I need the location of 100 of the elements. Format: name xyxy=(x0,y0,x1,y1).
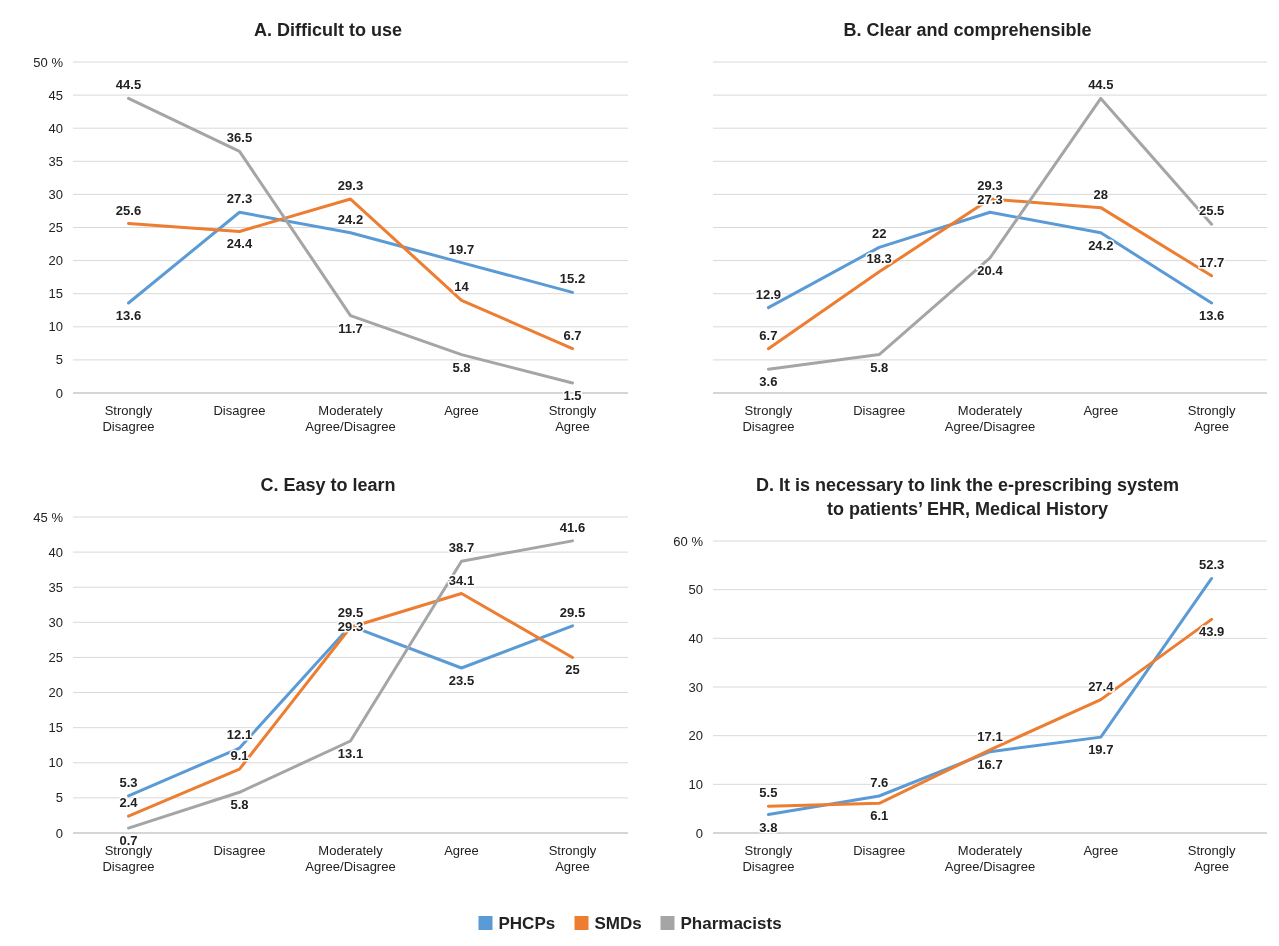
data-label: 16.7 xyxy=(977,756,1003,772)
data-label: 19.7 xyxy=(448,241,475,257)
y-tick-label: 50 xyxy=(688,582,703,598)
data-label: 3.8 xyxy=(759,819,778,835)
x-tick-label: Disagree xyxy=(853,403,906,418)
x-tick-label: Strongly Agree xyxy=(548,403,597,434)
data-label: 25.5 xyxy=(1198,203,1225,219)
y-tick-label: 15 xyxy=(48,720,63,736)
data-label: 27.3 xyxy=(226,191,253,207)
data-label: 3.6 xyxy=(759,374,778,390)
data-label: 17.1 xyxy=(977,728,1003,744)
y-tick-label: 0 xyxy=(55,825,63,841)
data-label: 20.4 xyxy=(977,262,1004,278)
y-tick-label: 45 xyxy=(48,87,63,103)
x-tick-label: Strongly Disagree xyxy=(742,843,795,874)
data-label: 13.6 xyxy=(1198,307,1225,323)
x-tick-label: Moderately Agree/Disagree xyxy=(305,843,396,874)
data-label: 22 xyxy=(871,226,887,242)
data-label: 38.7 xyxy=(448,540,475,556)
data-label: 14 xyxy=(454,279,470,295)
y-tick-label: 0 xyxy=(695,825,703,841)
data-label: 13.6 xyxy=(115,307,142,323)
x-tick-label: Disagree xyxy=(213,843,266,858)
x-tick-label: Strongly Disagree xyxy=(102,403,155,434)
data-label: 0.7 xyxy=(119,833,138,849)
x-tick-label: Agree xyxy=(1083,403,1119,418)
data-label: 24.2 xyxy=(337,211,364,227)
x-tick-label: Strongly Agree xyxy=(1187,403,1236,434)
data-label: 44.5 xyxy=(115,77,142,93)
data-label: 13.1 xyxy=(337,746,364,762)
data-label: 44.5 xyxy=(1088,77,1114,93)
data-label: 24.4 xyxy=(226,236,253,252)
data-label: 6.7 xyxy=(759,327,778,343)
y-tick-label: 35 xyxy=(48,153,63,169)
data-label: 36.5 xyxy=(226,130,253,146)
data-label: 1.5 xyxy=(563,388,582,404)
y-tick-label: 25 xyxy=(48,220,63,236)
chart-title: A. Difficult to use xyxy=(254,20,402,40)
chart-title: C. Easy to learn xyxy=(260,475,396,495)
y-tick-label: 50 % xyxy=(33,54,64,70)
x-tick-label: Agree xyxy=(444,843,479,858)
y-tick-label: 40 xyxy=(48,120,63,136)
data-label: 5.8 xyxy=(452,359,471,375)
y-tick-label: 10 xyxy=(688,776,703,792)
y-tick-label: 20 xyxy=(48,253,63,269)
data-label: 2.4 xyxy=(119,795,139,811)
y-tick-label: 5 xyxy=(55,790,63,806)
data-label: 11.7 xyxy=(338,320,363,336)
data-label: 23.5 xyxy=(448,672,475,688)
legend-label: Pharmacists xyxy=(680,914,782,933)
y-tick-label: 20 xyxy=(688,728,703,744)
chart-title: B. Clear and comprehensible xyxy=(843,20,1092,40)
x-tick-label: Strongly Agree xyxy=(1187,843,1236,874)
data-label: 7.6 xyxy=(870,775,889,791)
data-label: 29.5 xyxy=(337,604,364,620)
data-label: 27.4 xyxy=(1088,678,1115,694)
y-tick-label: 40 xyxy=(48,544,63,560)
x-tick-label: Agree xyxy=(444,403,479,418)
data-label: 29.5 xyxy=(559,604,586,620)
data-label: 12.9 xyxy=(755,286,782,302)
data-label: 15.2 xyxy=(559,271,586,287)
y-tick-label: 40 xyxy=(688,630,703,646)
y-tick-label: 35 xyxy=(48,579,63,595)
y-tick-label: 30 xyxy=(688,679,703,695)
data-label: 6.7 xyxy=(563,327,582,343)
data-label: 5.8 xyxy=(230,797,249,813)
data-label: 12.1 xyxy=(226,727,253,743)
y-tick-label: 10 xyxy=(48,755,63,771)
y-tick-label: 0 xyxy=(55,385,63,401)
data-label: 17.7 xyxy=(1198,254,1225,270)
y-tick-label: 45 % xyxy=(33,509,64,525)
x-tick-label: Disagree xyxy=(853,843,906,858)
data-label: 5.3 xyxy=(119,774,138,790)
data-label: 9.1 xyxy=(230,748,249,764)
data-label: 24.2 xyxy=(1088,237,1114,253)
y-tick-label: 5 xyxy=(55,352,63,368)
y-tick-label: 30 xyxy=(48,186,63,202)
chart-title: D. It is necessary to link the e-prescribing system to patients’ EHR, Medical History xyxy=(755,475,1180,519)
data-label: 29.3 xyxy=(337,178,364,194)
y-tick-label: 25 xyxy=(48,649,63,665)
x-tick-label: Agree xyxy=(1083,843,1119,858)
y-tick-label: 15 xyxy=(48,286,63,302)
data-label: 28 xyxy=(1093,186,1109,202)
data-label: 43.9 xyxy=(1198,624,1225,640)
legend-label: PHCPs xyxy=(498,914,556,933)
x-tick-label: Disagree xyxy=(213,403,266,418)
y-tick-label: 60 % xyxy=(673,533,704,549)
data-label: 25 xyxy=(565,662,580,678)
y-tick-label: 30 xyxy=(48,614,63,630)
data-label: 6.1 xyxy=(870,808,889,824)
x-tick-label: Strongly Disagree xyxy=(742,403,795,434)
data-label: 41.6 xyxy=(559,519,586,535)
y-tick-label: 10 xyxy=(48,319,63,335)
legend-label: SMDs xyxy=(594,914,642,933)
data-label: 5.5 xyxy=(759,785,778,801)
data-label: 19.7 xyxy=(1088,742,1114,758)
data-label: 29.3 xyxy=(977,178,1003,194)
data-label: 18.3 xyxy=(866,250,892,266)
data-label: 5.8 xyxy=(870,359,889,375)
x-tick-label: Moderately Agree/Disagree xyxy=(305,403,396,434)
